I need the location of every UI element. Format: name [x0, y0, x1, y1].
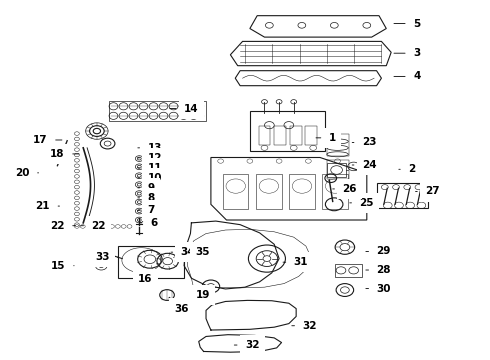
Bar — [322, 174, 348, 209]
Text: 3: 3 — [394, 48, 420, 58]
Bar — [223, 174, 248, 209]
Bar — [327, 163, 346, 177]
Text: 4: 4 — [394, 71, 420, 81]
Text: 1: 1 — [316, 133, 336, 143]
Text: 28: 28 — [366, 265, 391, 275]
Bar — [250, 111, 325, 151]
Bar — [118, 246, 184, 278]
Bar — [305, 126, 317, 145]
Text: 36: 36 — [174, 303, 189, 314]
Text: 29: 29 — [366, 247, 391, 256]
Text: 19: 19 — [196, 289, 210, 300]
Text: 30: 30 — [366, 284, 391, 294]
Text: 10: 10 — [138, 173, 162, 183]
Text: 31: 31 — [283, 257, 308, 267]
Text: 9: 9 — [138, 183, 155, 193]
Bar — [289, 174, 315, 209]
Text: 22: 22 — [50, 221, 75, 231]
Text: 5: 5 — [394, 18, 420, 28]
Text: 33: 33 — [95, 252, 118, 262]
Text: 24: 24 — [352, 160, 376, 170]
Bar — [327, 134, 349, 156]
Bar — [335, 264, 362, 277]
Text: 34: 34 — [171, 247, 196, 257]
Text: 17: 17 — [33, 135, 62, 145]
Text: 8: 8 — [138, 193, 155, 203]
Text: 20: 20 — [15, 168, 39, 178]
Text: 14: 14 — [170, 104, 199, 113]
Bar — [274, 126, 286, 145]
Text: 6: 6 — [140, 218, 157, 228]
Bar — [376, 183, 428, 208]
Bar — [327, 160, 349, 179]
Text: 35: 35 — [186, 247, 210, 257]
Text: 22: 22 — [81, 221, 106, 231]
Text: 27: 27 — [416, 186, 440, 197]
Text: 18: 18 — [50, 149, 79, 159]
Text: 21: 21 — [36, 201, 59, 211]
Text: 12: 12 — [138, 153, 162, 163]
Text: 2: 2 — [399, 164, 416, 174]
Bar — [109, 101, 206, 121]
Text: 16: 16 — [138, 274, 152, 284]
Text: 13: 13 — [138, 143, 162, 153]
Text: 11: 11 — [138, 163, 162, 173]
Text: 23: 23 — [352, 138, 376, 148]
Text: 15: 15 — [51, 261, 74, 271]
Text: 32: 32 — [292, 321, 317, 331]
Text: 7: 7 — [138, 205, 155, 215]
Text: 32: 32 — [234, 340, 260, 350]
Text: 26: 26 — [333, 184, 357, 194]
Bar — [256, 174, 282, 209]
Bar — [259, 126, 270, 145]
Text: 25: 25 — [350, 198, 374, 208]
Bar — [290, 126, 301, 145]
